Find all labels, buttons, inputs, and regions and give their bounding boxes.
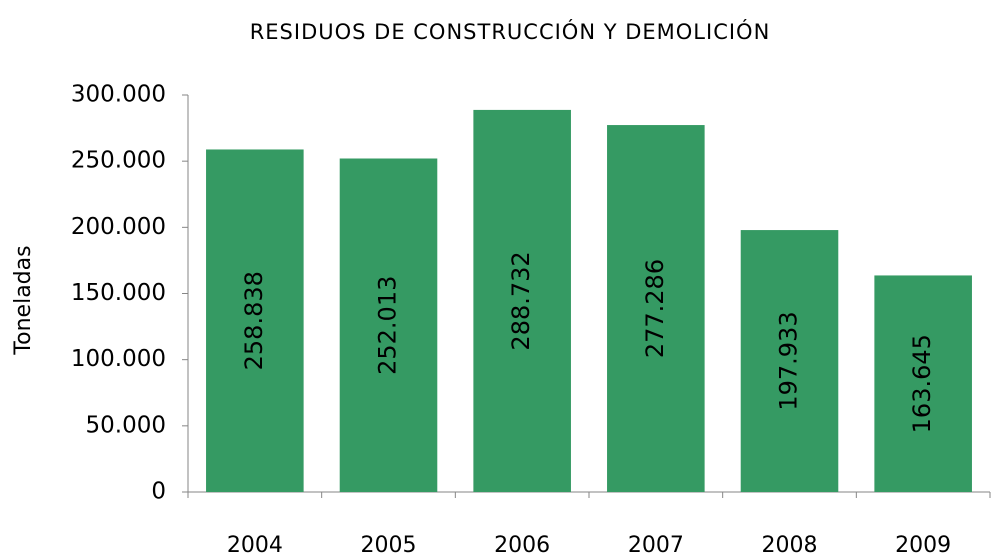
x-tick-label: 2005 — [361, 533, 417, 557]
y-tick-label: 100.000 — [71, 346, 166, 372]
x-tick-label: 2004 — [227, 533, 283, 557]
value-label: 252.013 — [374, 276, 402, 375]
y-tick-label: 200.000 — [71, 214, 166, 240]
y-tick-label: 250.000 — [71, 148, 166, 174]
y-tick-label: 50.000 — [86, 412, 166, 438]
bar — [206, 149, 304, 492]
bar — [607, 125, 705, 492]
bar — [740, 230, 839, 492]
y-tick-label: 150.000 — [71, 280, 166, 306]
value-label: 288.732 — [507, 251, 535, 350]
x-tick-label: 2009 — [895, 533, 951, 557]
value-label: 163.645 — [908, 334, 936, 433]
value-label: 197.933 — [775, 311, 803, 410]
value-label: 258.838 — [240, 271, 268, 370]
x-tick-label: 2008 — [762, 533, 818, 557]
bar — [874, 275, 972, 492]
x-tick-label: 2007 — [628, 533, 684, 557]
value-label: 277.286 — [641, 259, 669, 358]
x-tick-label: 2006 — [494, 533, 550, 557]
bar — [473, 109, 571, 493]
y-tick-label: 0 — [151, 479, 166, 505]
y-tick-label: 300.000 — [71, 82, 166, 108]
y-axis-label: Toneladas — [11, 245, 36, 355]
chart-title: RESIDUOS DE CONSTRUCCIÓN Y DEMOLICIÓN — [250, 19, 771, 44]
bar — [339, 158, 438, 492]
